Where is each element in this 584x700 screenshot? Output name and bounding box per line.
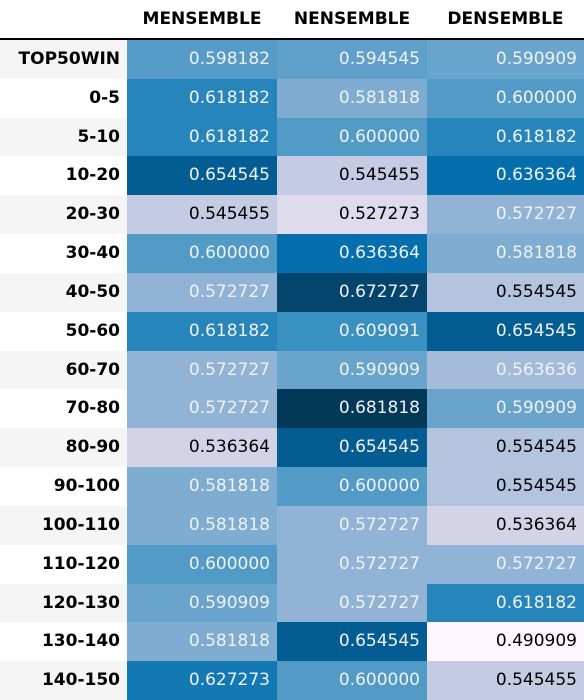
column-header-mensemble: MENSEMBLE bbox=[142, 9, 262, 29]
row-label: 100-110 bbox=[0, 505, 127, 545]
column-header-nensemble: NENSEMBLE bbox=[293, 9, 411, 29]
heatmap-cell: 0.554545 bbox=[427, 428, 584, 468]
row-label: 30-40 bbox=[0, 234, 127, 273]
heatmap-cell: 0.600000 bbox=[127, 234, 277, 273]
row-label: 0-5 bbox=[0, 78, 127, 118]
heatmap-cell: 0.654545 bbox=[127, 156, 277, 196]
heatmap-cell: 0.545455 bbox=[127, 195, 277, 235]
heatmap-cell: 0.563636 bbox=[427, 350, 584, 390]
row-label: 120-130 bbox=[0, 583, 127, 623]
heatmap-cell: 0.618182 bbox=[427, 117, 584, 157]
heatmap-cell: 0.581818 bbox=[427, 234, 584, 273]
heatmap-cell: 0.600000 bbox=[277, 467, 427, 506]
heatmap-cell: 0.581818 bbox=[277, 78, 427, 118]
heatmap-cell: 0.581818 bbox=[127, 622, 277, 662]
row-label: 70-80 bbox=[0, 389, 127, 429]
heatmap-cell: 0.590909 bbox=[427, 389, 584, 429]
heatmap-cell: 0.600000 bbox=[427, 78, 584, 118]
heatmap-cell: 0.618182 bbox=[127, 311, 277, 351]
heatmap-cell: 0.598182 bbox=[127, 40, 277, 79]
row-label: 50-60 bbox=[0, 311, 127, 351]
row-label: 5-10 bbox=[0, 117, 127, 157]
heatmap-cell: 0.545455 bbox=[427, 661, 584, 700]
heatmap-cell: 0.618182 bbox=[127, 117, 277, 157]
heatmap-cell: 0.594545 bbox=[277, 40, 427, 79]
heatmap-cell: 0.600000 bbox=[127, 544, 277, 584]
heatmap-cell: 0.536364 bbox=[427, 505, 584, 545]
heatmap-cell: 0.654545 bbox=[277, 428, 427, 468]
heatmap-cell: 0.627273 bbox=[127, 661, 277, 700]
header-rule bbox=[0, 38, 584, 40]
heatmap-cell: 0.581818 bbox=[127, 467, 277, 506]
heatmap-cell: 0.600000 bbox=[277, 117, 427, 157]
heatmap-cell: 0.572727 bbox=[127, 272, 277, 312]
heatmap-cell: 0.572727 bbox=[277, 544, 427, 584]
heatmap-cell: 0.572727 bbox=[427, 195, 584, 235]
row-label: 130-140 bbox=[0, 622, 127, 662]
heatmap-cell: 0.554545 bbox=[427, 272, 584, 312]
heatmap-cell: 0.545455 bbox=[277, 156, 427, 196]
row-label: 40-50 bbox=[0, 272, 127, 312]
heatmap-cell: 0.636364 bbox=[277, 234, 427, 273]
heatmap-cell: 0.618182 bbox=[427, 583, 584, 623]
heatmap-cell: 0.572727 bbox=[277, 505, 427, 545]
heatmap-cell: 0.654545 bbox=[277, 622, 427, 662]
heatmap-cell: 0.681818 bbox=[277, 389, 427, 429]
row-label: 110-120 bbox=[0, 544, 127, 584]
heatmap-cell: 0.490909 bbox=[427, 622, 584, 662]
row-label: TOP50WIN bbox=[0, 40, 127, 79]
heatmap-cell: 0.672727 bbox=[277, 272, 427, 312]
heatmap-cell: 0.590909 bbox=[277, 350, 427, 390]
heatmap-cell: 0.572727 bbox=[427, 544, 584, 584]
heatmap-cell: 0.581818 bbox=[127, 505, 277, 545]
row-label: 10-20 bbox=[0, 156, 127, 196]
heatmap-cell: 0.600000 bbox=[277, 661, 427, 700]
heatmap-cell: 0.572727 bbox=[127, 389, 277, 429]
heatmap-cell: 0.572727 bbox=[127, 350, 277, 390]
heatmap-cell: 0.536364 bbox=[127, 428, 277, 468]
heatmap-cell: 0.554545 bbox=[427, 467, 584, 506]
heatmap-cell: 0.590909 bbox=[427, 40, 584, 79]
heatmap-cell: 0.609091 bbox=[277, 311, 427, 351]
column-header-densemble: DENSEMBLE bbox=[447, 9, 564, 29]
heatmap-cell: 0.636364 bbox=[427, 156, 584, 196]
heatmap-cell: 0.618182 bbox=[127, 78, 277, 118]
heatmap-cell: 0.654545 bbox=[427, 311, 584, 351]
heatmap-cell: 0.590909 bbox=[127, 583, 277, 623]
row-label: 20-30 bbox=[0, 195, 127, 235]
heatmap-cell: 0.572727 bbox=[277, 583, 427, 623]
row-label: 90-100 bbox=[0, 467, 127, 506]
heatmap-cell: 0.527273 bbox=[277, 195, 427, 235]
row-label: 80-90 bbox=[0, 428, 127, 468]
row-label: 140-150 bbox=[0, 661, 127, 700]
row-label: 60-70 bbox=[0, 350, 127, 390]
